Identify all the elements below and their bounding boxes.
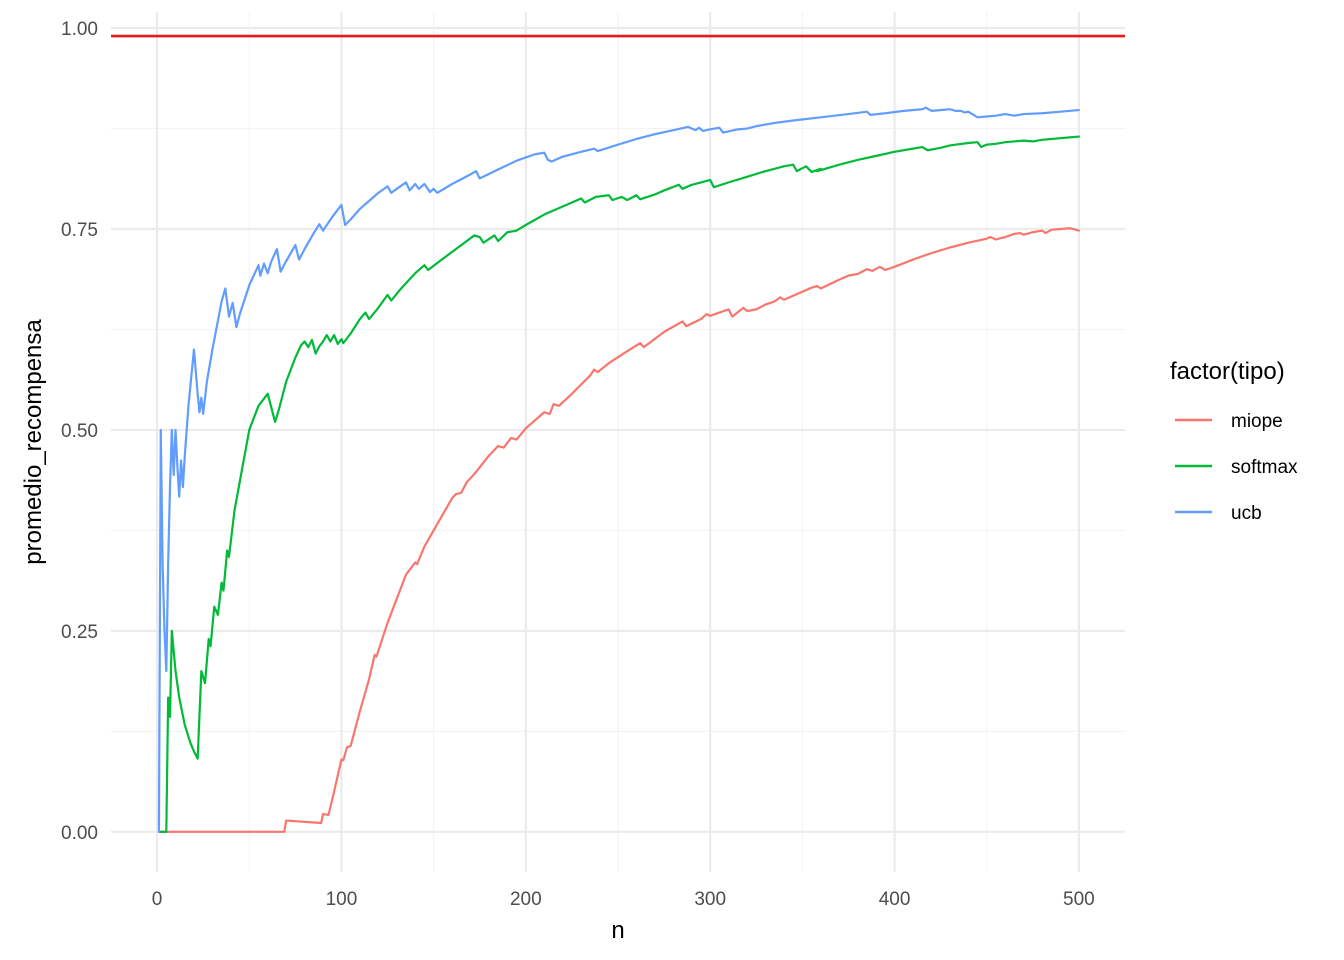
x-tick-label: 200 [510, 889, 542, 910]
y-tick-label: 1.00 [61, 19, 98, 40]
major-grid [111, 12, 1125, 872]
x-tick-label: 0 [152, 889, 163, 910]
x-axis-ticks: 0 100 200 300 400 500 [152, 889, 1095, 910]
y-tick-label: 0.25 [61, 622, 98, 643]
y-axis-ticks: 0.00 0.25 0.50 0.75 1.00 [61, 19, 98, 844]
legend-title: factor(tipo) [1170, 358, 1285, 385]
y-axis-title: promedio_recompensa [20, 319, 47, 565]
x-tick-label: 500 [1063, 889, 1095, 910]
legend-label-miope: miope [1231, 411, 1283, 432]
x-tick-label: 300 [694, 889, 726, 910]
legend: factor(tipo) miope softmax ucb [1170, 358, 1298, 524]
series-line-ucb [157, 106, 1081, 833]
legend-label-softmax: softmax [1231, 457, 1298, 478]
series-layer [157, 106, 1081, 833]
legend-label-ucb: ucb [1231, 503, 1262, 524]
x-tick-label: 100 [326, 889, 358, 910]
y-tick-label: 0.50 [61, 421, 98, 442]
y-tick-label: 0.75 [61, 220, 98, 241]
y-tick-label: 0.00 [61, 823, 98, 844]
minor-grid [111, 12, 1125, 872]
series-line-miope [157, 227, 1081, 833]
series-line-softmax [157, 135, 1081, 833]
x-tick-label: 400 [879, 889, 911, 910]
x-axis-title: n [611, 917, 624, 944]
